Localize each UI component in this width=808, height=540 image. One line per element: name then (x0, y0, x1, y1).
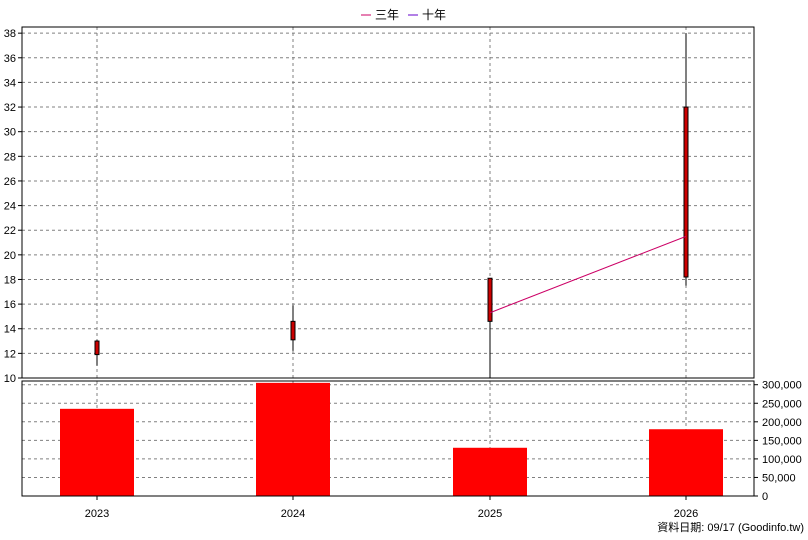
candle-body-2025 (487, 277, 493, 322)
price-tick-label: 12 (4, 348, 16, 360)
volume-tick-label: 300,000 (762, 380, 802, 392)
volume-panel: 0 50,000 100,000 150,000 200,000 250,000 300,0… (21, 380, 802, 503)
volume-tick-label: 200,000 (762, 417, 802, 429)
source-footer: 資料日期: 09/17 (Goodinfo.tw) (657, 520, 804, 534)
candle-body-2024 (290, 320, 296, 341)
volume-tick-label: 150,000 (762, 435, 802, 447)
series-line-三年 (489, 235, 687, 314)
volume-bar-2023 (60, 408, 134, 496)
price-tick-label: 32 (4, 102, 16, 114)
x-tick-label: 2026 (674, 508, 698, 520)
x-tick-label: 2024 (281, 508, 305, 520)
volume-frame (21, 380, 755, 497)
volume-tick-label: 50,000 (762, 472, 796, 484)
x-tick-label: 2023 (85, 508, 109, 520)
price-tick-label: 20 (4, 250, 16, 262)
volume-tick-label: 100,000 (762, 454, 802, 466)
price-tick-label: 10 (4, 373, 16, 385)
candle-body-2023 (94, 340, 100, 356)
candle-body-2026 (683, 106, 689, 278)
price-frame (21, 26, 755, 379)
price-tick-label: 30 (4, 127, 16, 139)
price-tick-label: 14 (4, 324, 16, 336)
price-tick-label: 28 (4, 151, 16, 163)
price-tick-label: 22 (4, 225, 16, 237)
x-tick-label: 2025 (478, 508, 502, 520)
price-tick-label: 34 (4, 77, 16, 89)
volume-bar-2026 (649, 429, 723, 496)
x-axis: 2023 2024 2025 2026 (85, 496, 698, 520)
price-tick-label: 36 (4, 53, 16, 65)
volume-tick-label: 0 (762, 491, 768, 503)
price-tick-label: 26 (4, 176, 16, 188)
chart-legend: 三年 十年 (361, 8, 446, 22)
price-tick-label: 18 (4, 274, 16, 286)
volume-tick-label: 250,000 (762, 398, 802, 410)
price-panel: 10 12 14 16 18 20 22 24 26 28 30 32 34 36 38 (4, 26, 755, 385)
price-tick-label: 38 (4, 28, 16, 40)
price-tick-label: 16 (4, 299, 16, 311)
volume-bar-2025 (453, 447, 527, 496)
legend-label-0: 三年 (375, 8, 399, 22)
legend-label-1: 十年 (422, 8, 446, 22)
price-tick-label: 24 (4, 201, 16, 213)
volume-bar-2024 (256, 382, 330, 496)
